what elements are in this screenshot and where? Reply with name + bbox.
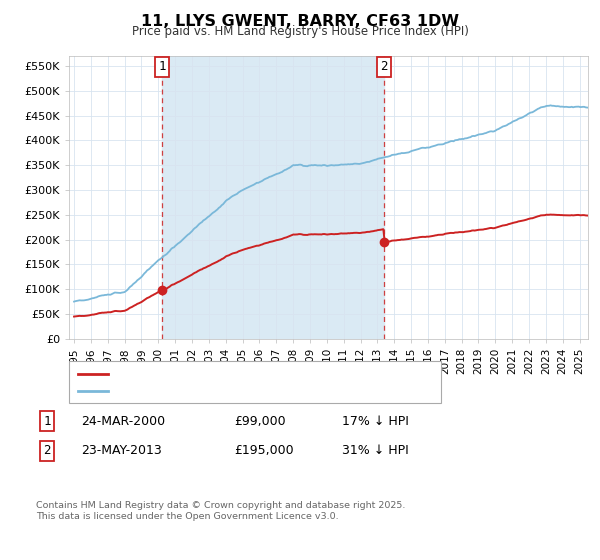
Text: £99,000: £99,000 bbox=[234, 414, 286, 428]
Text: 17% ↓ HPI: 17% ↓ HPI bbox=[342, 414, 409, 428]
Text: 24-MAR-2000: 24-MAR-2000 bbox=[81, 414, 165, 428]
Text: 1: 1 bbox=[158, 60, 166, 73]
Text: Price paid vs. HM Land Registry's House Price Index (HPI): Price paid vs. HM Land Registry's House … bbox=[131, 25, 469, 38]
Text: £195,000: £195,000 bbox=[234, 444, 293, 458]
Text: Contains HM Land Registry data © Crown copyright and database right 2025.
This d: Contains HM Land Registry data © Crown c… bbox=[36, 501, 406, 521]
Text: 31% ↓ HPI: 31% ↓ HPI bbox=[342, 444, 409, 458]
Text: HPI: Average price, detached house, Vale of Glamorgan: HPI: Average price, detached house, Vale… bbox=[114, 386, 424, 396]
Text: 23-MAY-2013: 23-MAY-2013 bbox=[81, 444, 162, 458]
Text: 2: 2 bbox=[380, 60, 388, 73]
Text: 2: 2 bbox=[43, 444, 50, 458]
Bar bbox=[162, 56, 384, 339]
Text: 11, LLYS GWENT, BARRY, CF63 1DW: 11, LLYS GWENT, BARRY, CF63 1DW bbox=[141, 14, 459, 29]
Text: 1: 1 bbox=[43, 414, 50, 428]
Text: 11, LLYS GWENT, BARRY, CF63 1DW (detached house): 11, LLYS GWENT, BARRY, CF63 1DW (detache… bbox=[114, 368, 416, 379]
